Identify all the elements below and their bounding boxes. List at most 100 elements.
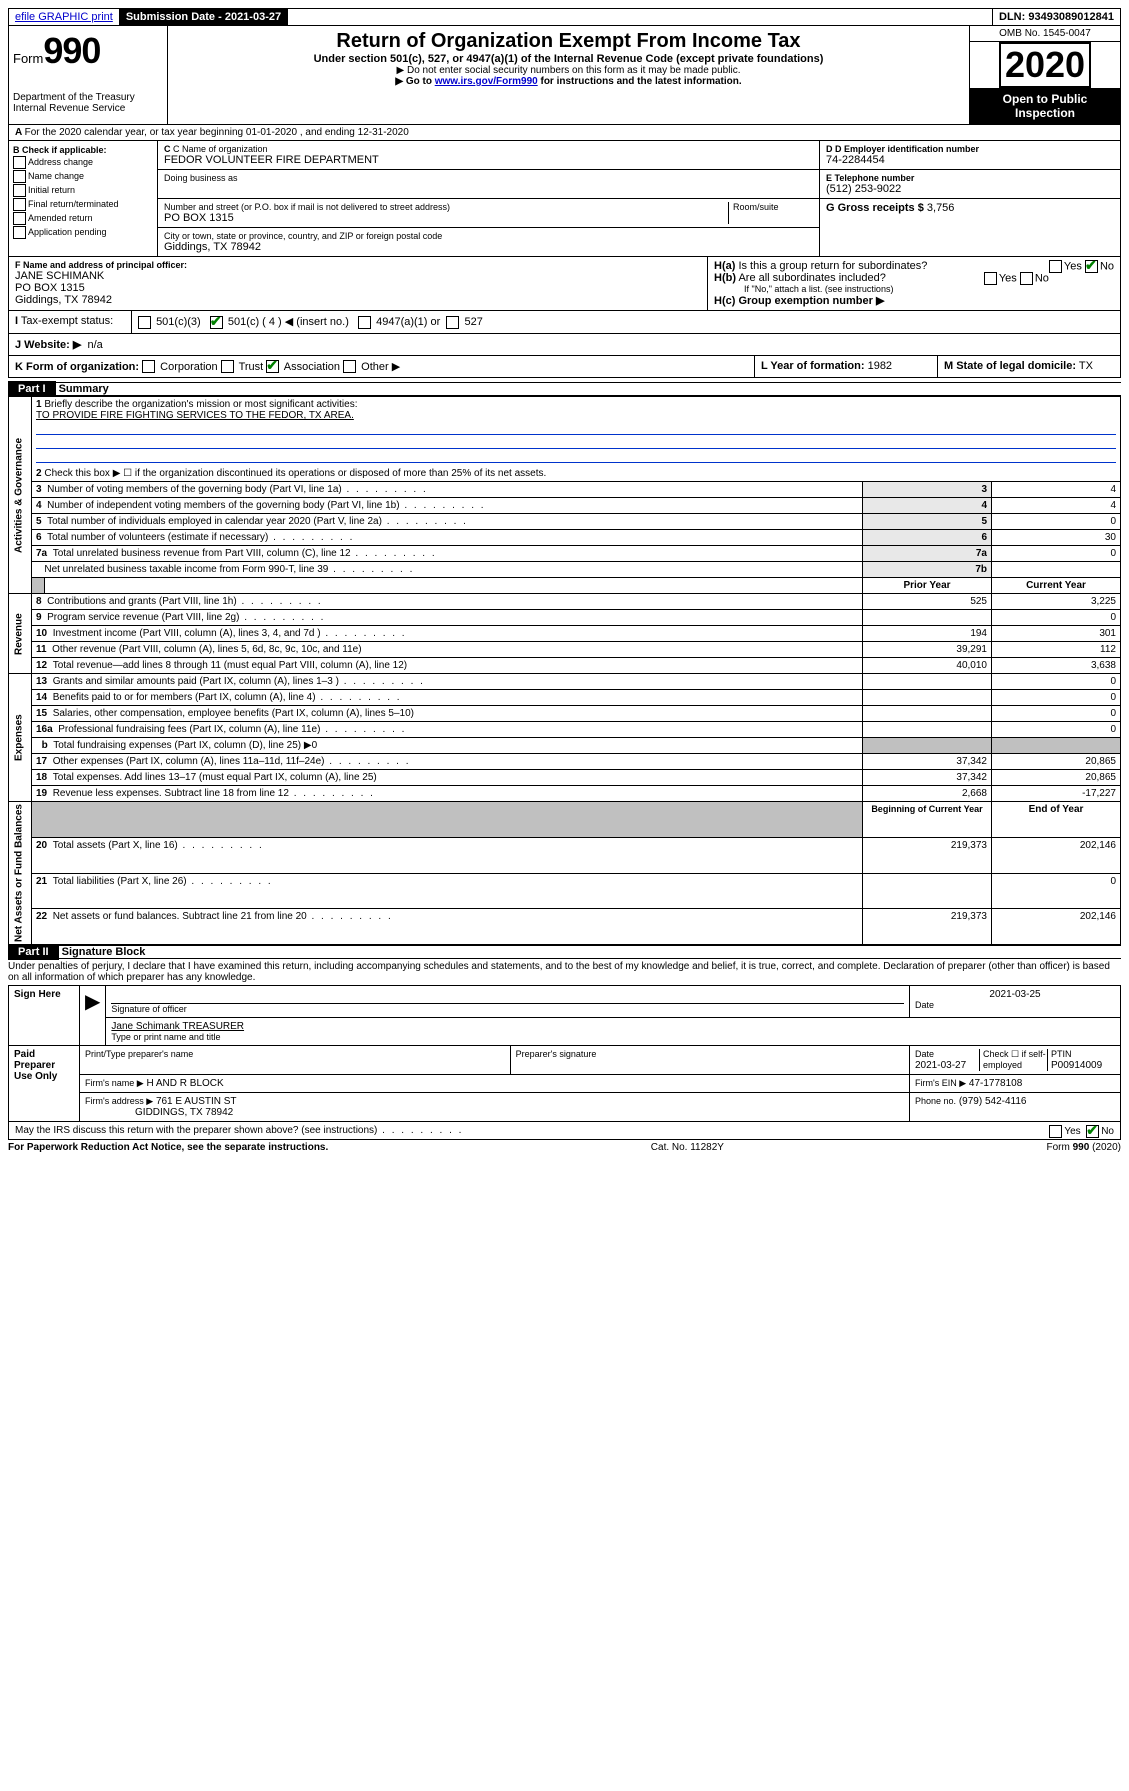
- chk-app-pending[interactable]: Application pending: [13, 226, 153, 239]
- part-2-header: Part II Signature Block: [8, 945, 1121, 959]
- chk-final-return[interactable]: Final return/terminated: [13, 198, 153, 211]
- form-header: Form990 Department of the Treasury Inter…: [8, 26, 1121, 125]
- gross-receipts: 3,756: [927, 202, 955, 214]
- col-prior-header: Prior Year: [863, 578, 992, 594]
- prep-sig-label: Preparer's signature: [516, 1049, 904, 1059]
- prep-name-label: Print/Type preparer's name: [85, 1049, 505, 1059]
- chk-name-change[interactable]: Name change: [13, 170, 153, 183]
- tax-year: 2020: [999, 42, 1091, 88]
- table-row: 11 Other revenue (Part VIII, column (A),…: [9, 642, 1121, 658]
- open-public-badge: Open to Public Inspection: [970, 88, 1120, 124]
- prep-date: 2021-03-27: [915, 1060, 966, 1071]
- city-label: City or town, state or province, country…: [164, 231, 813, 241]
- phone-value: (512) 253-9022: [826, 183, 1114, 195]
- vlabel-expenses: Expenses: [9, 674, 32, 802]
- firm-addr-label: Firm's address ▶: [85, 1096, 153, 1106]
- vlabel-governance: Activities & Governance: [9, 397, 32, 594]
- officer-name: JANE SCHIMANK: [15, 270, 701, 282]
- firm-addr: 761 E AUSTIN ST: [156, 1096, 237, 1107]
- table-row: 18 Total expenses. Add lines 13–17 (must…: [9, 770, 1121, 786]
- website-value: n/a: [87, 339, 102, 351]
- h-b-note: If "No," attach a list. (see instruction…: [714, 284, 1114, 294]
- firm-name: H AND R BLOCK: [146, 1078, 223, 1089]
- top-bar: efile GRAPHIC print Submission Date - 20…: [8, 8, 1121, 26]
- room-label: Room/suite: [733, 202, 813, 212]
- pra-notice: For Paperwork Reduction Act Notice, see …: [8, 1142, 328, 1153]
- table-row: 22 Net assets or fund balances. Subtract…: [9, 909, 1121, 945]
- table-row: 5 Total number of individuals employed i…: [9, 514, 1121, 530]
- street-address: PO BOX 1315: [164, 212, 728, 224]
- part-1-header: Part I Summary: [8, 382, 1121, 396]
- chk-corp[interactable]: [142, 360, 155, 373]
- table-row: Net unrelated business taxable income fr…: [9, 562, 1121, 578]
- check-b-header: B Check if applicable:: [13, 145, 107, 155]
- col-begin-header: Beginning of Current Year: [863, 802, 992, 838]
- table-row: 6 Total number of volunteers (estimate i…: [9, 530, 1121, 546]
- table-row: 17 Other expenses (Part IX, column (A), …: [9, 754, 1121, 770]
- col-current-header: Current Year: [992, 578, 1121, 594]
- dept-treasury: Department of the Treasury: [13, 92, 163, 103]
- city-state-zip: Giddings, TX 78942: [164, 241, 813, 253]
- table-row: 12 Total revenue—add lines 8 through 11 …: [9, 658, 1121, 674]
- chk-other[interactable]: [343, 360, 356, 373]
- discuss-row: May the IRS discuss this return with the…: [8, 1122, 1121, 1140]
- form-prefix: Form: [13, 51, 43, 66]
- summary-table: Activities & Governance 1 Briefly descri…: [8, 396, 1121, 945]
- table-row: 3 Number of voting members of the govern…: [9, 482, 1121, 498]
- q1-label: Briefly describe the organization's miss…: [44, 399, 357, 410]
- sig-date: 2021-03-25: [915, 989, 1115, 1000]
- subtitle-2: ▶ Do not enter social security numbers o…: [172, 65, 965, 76]
- d-ein-label: D D Employer identification number: [826, 144, 1114, 154]
- chk-initial-return[interactable]: Initial return: [13, 184, 153, 197]
- firm-phone-label: Phone no.: [915, 1096, 956, 1106]
- table-row: 14 Benefits paid to or for members (Part…: [9, 690, 1121, 706]
- chk-trust[interactable]: [221, 360, 234, 373]
- sig-officer-label: Signature of officer: [111, 1004, 904, 1014]
- ptin-value: P00914009: [1051, 1060, 1102, 1071]
- form-title: Return of Organization Exempt From Incom…: [172, 30, 965, 53]
- line-a-tax-year: A For the 2020 calendar year, or tax yea…: [8, 125, 1121, 141]
- firm-city: GIDDINGS, TX 78942: [135, 1107, 233, 1118]
- submission-date: Submission Date - 2021-03-27: [120, 9, 288, 25]
- table-row: 4 Number of independent voting members o…: [9, 498, 1121, 514]
- chk-self-employed[interactable]: Check ☐ if self-employed: [979, 1049, 1047, 1071]
- h-c-row: H(c) Group exemption number ▶: [714, 294, 1114, 307]
- arrow-icon: ▶: [80, 986, 106, 1046]
- l-year: L Year of formation: 1982: [755, 356, 938, 378]
- subtitle-3: ▶ Go to www.irs.gov/Form990 for instruct…: [172, 76, 965, 87]
- table-row: 10 Investment income (Part VIII, column …: [9, 626, 1121, 642]
- table-row: b Total fundraising expenses (Part IX, c…: [9, 738, 1121, 754]
- page-footer: For Paperwork Reduction Act Notice, see …: [8, 1142, 1121, 1153]
- name-title-label: Type or print name and title: [111, 1032, 1115, 1042]
- firm-ein-label: Firm's EIN ▶: [915, 1078, 966, 1088]
- table-row: 20 Total assets (Part X, line 16)219,373…: [9, 837, 1121, 873]
- table-row: 16a Professional fundraising fees (Part …: [9, 722, 1121, 738]
- i-label: I Tax-exempt status:: [9, 311, 132, 333]
- table-row: 7a Total unrelated business revenue from…: [9, 546, 1121, 562]
- chk-amended[interactable]: Amended return: [13, 212, 153, 225]
- chk-4947[interactable]: [358, 316, 371, 329]
- e-phone-label: E Telephone number: [826, 173, 1114, 183]
- chk-assoc[interactable]: [266, 360, 279, 373]
- vlabel-net-assets: Net Assets or Fund Balances: [9, 802, 32, 945]
- paid-preparer-label: Paid Preparer Use Only: [9, 1046, 80, 1122]
- g-gross-label: G Gross receipts $: [826, 202, 924, 214]
- m-state: M State of legal domicile: TX: [938, 356, 1120, 378]
- chk-527[interactable]: [446, 316, 459, 329]
- chk-address-change[interactable]: Address change: [13, 156, 153, 169]
- efile-link[interactable]: efile GRAPHIC print: [9, 9, 120, 25]
- irs-label: Internal Revenue Service: [13, 103, 163, 114]
- f-officer-label: F Name and address of principal officer:: [15, 260, 701, 270]
- j-label: J Website: ▶: [15, 339, 81, 351]
- addr-label: Number and street (or P.O. box if mail i…: [164, 202, 728, 212]
- chk-501c[interactable]: [210, 316, 223, 329]
- chk-501c3[interactable]: [138, 316, 151, 329]
- jurat-text: Under penalties of perjury, I declare th…: [8, 959, 1121, 985]
- dba-label: Doing business as: [164, 173, 813, 183]
- org-name: FEDOR VOLUNTEER FIRE DEPARTMENT: [164, 154, 813, 166]
- h-a-row: H(a) Is this a group return for subordin…: [714, 260, 1114, 272]
- instructions-link[interactable]: www.irs.gov/Form990: [435, 76, 538, 87]
- dln: DLN: 93493089012841: [993, 9, 1120, 25]
- signature-table: Sign Here ▶ Signature of officer 2021-03…: [8, 985, 1121, 1122]
- col-end-header: End of Year: [992, 802, 1121, 838]
